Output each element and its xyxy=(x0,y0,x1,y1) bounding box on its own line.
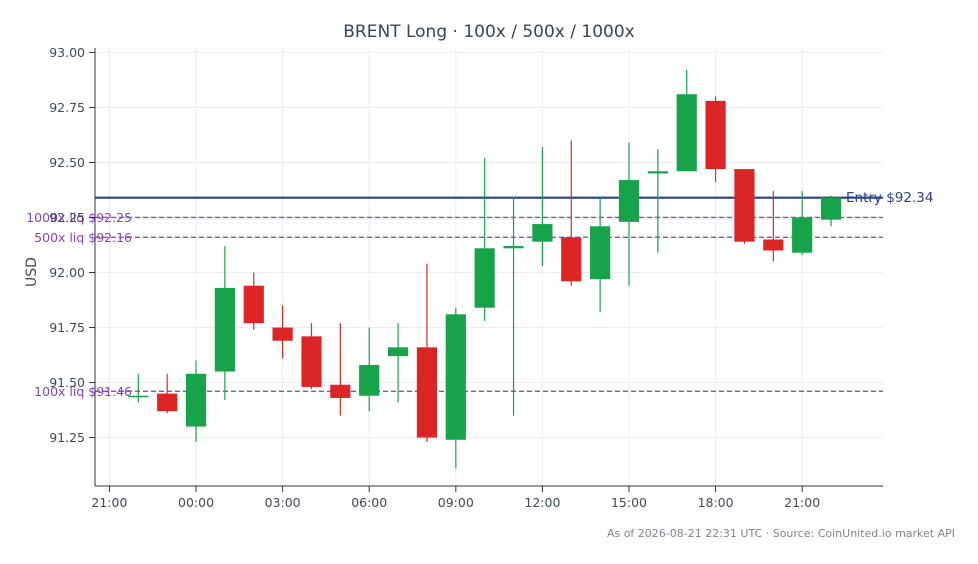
candle xyxy=(359,327,380,412)
candle xyxy=(532,147,553,266)
candle-body xyxy=(647,171,668,174)
candle-body xyxy=(561,237,582,282)
candle-body xyxy=(387,347,409,357)
candle-body xyxy=(734,169,755,242)
candle-body xyxy=(157,393,178,412)
candle xyxy=(503,197,524,416)
entry-level: Entry $92.34 xyxy=(95,190,933,206)
candle-body xyxy=(503,246,524,249)
candle xyxy=(185,360,207,442)
candle xyxy=(474,158,495,321)
y-tick-label: 91.75 xyxy=(49,320,85,335)
candle xyxy=(561,140,582,286)
candle-body xyxy=(359,364,380,396)
candle-body xyxy=(214,287,235,372)
y-tick-label: 93.00 xyxy=(49,45,85,60)
candle xyxy=(590,197,611,313)
y-tick-label: 92.75 xyxy=(49,100,85,115)
candle xyxy=(128,373,149,403)
candle xyxy=(272,305,293,359)
candle-body xyxy=(416,347,438,438)
candle-body xyxy=(243,285,264,324)
candle-body xyxy=(763,239,784,251)
candle xyxy=(387,323,409,403)
liq-label: 1000x liq $92.25 xyxy=(26,210,132,225)
source-footer: As of 2026-08-21 22:31 UTC · Source: Coi… xyxy=(607,527,955,540)
candle-body xyxy=(301,336,322,387)
y-tick-label: 91.25 xyxy=(49,430,85,445)
x-tick-label: 12:00 xyxy=(524,495,560,510)
candle-body xyxy=(185,373,207,427)
candle-body xyxy=(618,180,640,222)
liq-label: 100x liq $91.46 xyxy=(34,384,132,399)
liquidation-levels: 1000x liq $92.25 500x liq $92.16 100x liq … xyxy=(26,210,883,399)
candle-body xyxy=(705,100,726,170)
candle xyxy=(676,70,697,172)
candle-body xyxy=(128,395,149,398)
candle-body xyxy=(792,217,813,253)
candle-body xyxy=(676,94,697,172)
candle xyxy=(734,169,755,244)
candle xyxy=(705,96,726,183)
candle-body xyxy=(532,224,553,242)
x-tick-label: 18:00 xyxy=(698,495,734,510)
candle xyxy=(618,142,640,286)
liq-label: 500x liq $92.16 xyxy=(34,230,132,245)
candle xyxy=(243,272,264,330)
y-axis-label: USD xyxy=(24,257,40,287)
y-tick-label: 92.00 xyxy=(49,265,85,280)
axes: 91.25 91.50 91.75 92.00 92.25 92.50 92.75 93.00… xyxy=(49,45,883,510)
candle xyxy=(792,191,813,255)
candle xyxy=(647,149,668,253)
x-tick-label: 03:00 xyxy=(265,495,301,510)
candle-body xyxy=(272,327,293,341)
candle xyxy=(416,263,438,442)
candle-body xyxy=(590,226,611,280)
candle xyxy=(157,373,178,414)
x-tick-label: 21:00 xyxy=(784,495,820,510)
chart-title: BRENT Long · 100x / 500x / 1000x xyxy=(343,22,634,42)
x-tick-label: 06:00 xyxy=(351,495,387,510)
entry-label: Entry $92.34 xyxy=(846,190,933,206)
candle xyxy=(214,246,235,401)
y-tick-label: 91.50 xyxy=(49,375,85,390)
candle xyxy=(445,307,466,469)
candle xyxy=(330,323,351,416)
candle-body xyxy=(445,314,466,440)
candle-body xyxy=(820,197,842,220)
y-tick-label: 92.25 xyxy=(49,210,85,225)
x-tick-label: 15:00 xyxy=(611,495,647,510)
x-tick-label: 09:00 xyxy=(438,495,474,510)
y-tick-label: 92.50 xyxy=(49,155,85,170)
candle-body xyxy=(474,248,495,308)
candle xyxy=(301,323,322,390)
candle-body xyxy=(330,384,351,398)
candle xyxy=(820,195,842,227)
x-tick-label: 00:00 xyxy=(178,495,214,510)
candle xyxy=(763,191,784,262)
candles xyxy=(128,70,842,469)
x-tick-label: 21:00 xyxy=(91,495,127,510)
